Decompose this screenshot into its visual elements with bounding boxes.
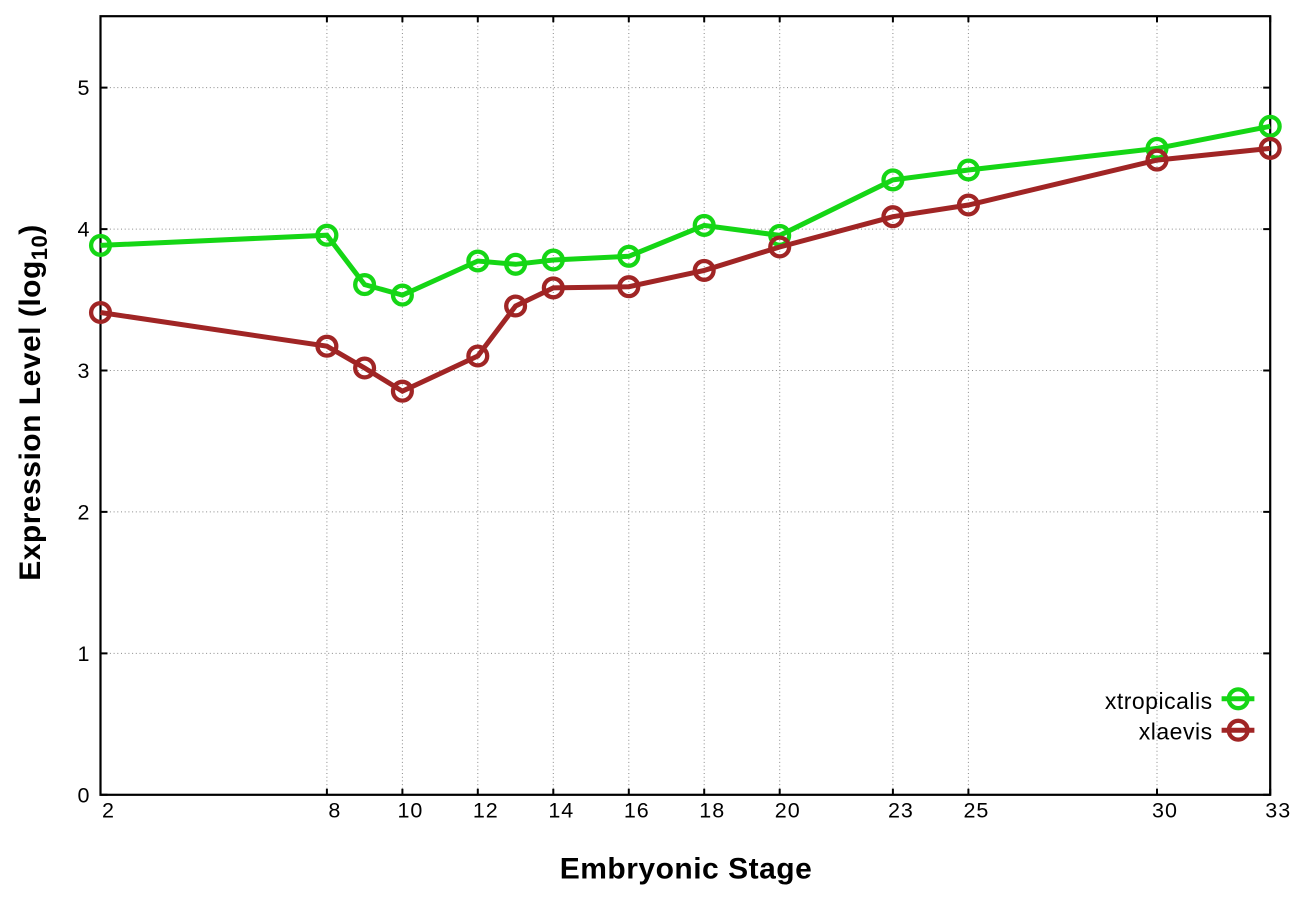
svg-text:23: 23 (888, 799, 914, 823)
svg-text:5: 5 (78, 76, 91, 100)
svg-text:14: 14 (548, 799, 574, 823)
svg-text:16: 16 (624, 799, 650, 823)
svg-text:12: 12 (473, 799, 499, 823)
svg-text:1: 1 (78, 642, 91, 666)
svg-text:30: 30 (1152, 799, 1178, 823)
svg-text:2: 2 (78, 500, 91, 524)
svg-text:xlaevis: xlaevis (1139, 718, 1213, 744)
svg-text:xtropicalis: xtropicalis (1105, 688, 1213, 714)
svg-text:Embryonic Stage: Embryonic Stage (560, 853, 813, 886)
svg-text:8: 8 (328, 799, 341, 823)
svg-text:20: 20 (775, 799, 801, 823)
svg-text:33: 33 (1265, 799, 1291, 823)
svg-text:0: 0 (78, 783, 91, 807)
svg-text:10: 10 (397, 799, 423, 823)
svg-text:25: 25 (963, 799, 989, 823)
svg-text:3: 3 (78, 359, 91, 383)
svg-text:4: 4 (78, 218, 91, 242)
svg-text:Expression Level (log10): Expression Level (log10) (14, 224, 52, 581)
svg-text:2: 2 (102, 799, 115, 823)
svg-text:18: 18 (699, 799, 725, 823)
